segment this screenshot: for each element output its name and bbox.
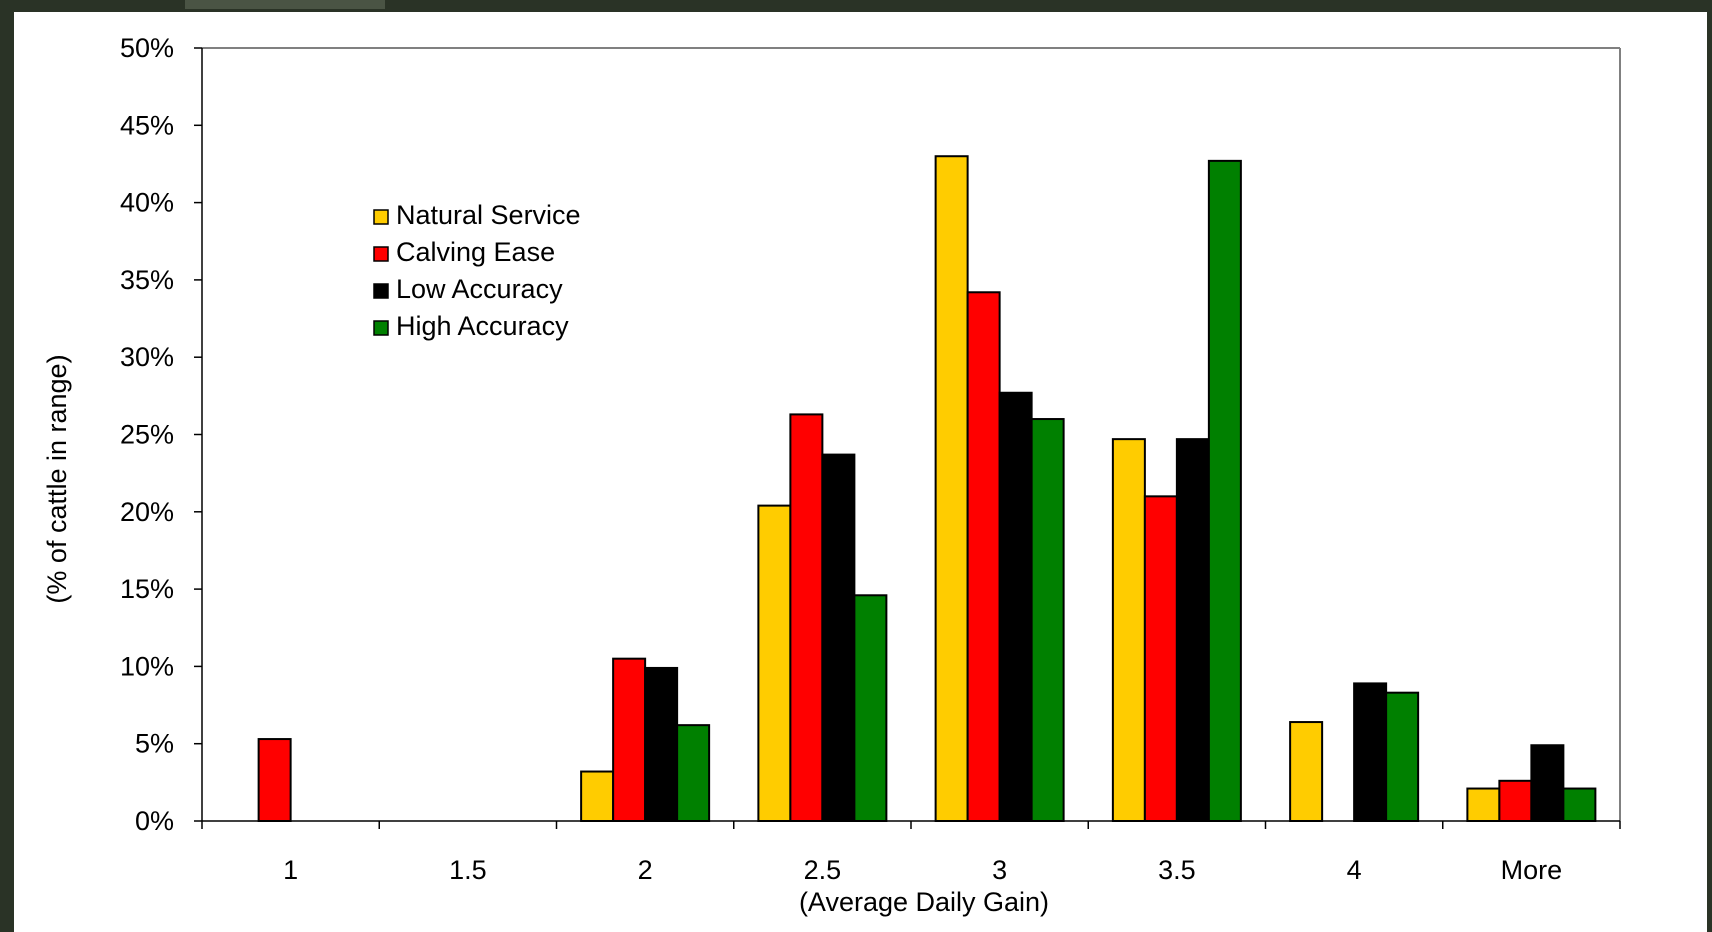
labels-layer: 0% 5% 10% 15% 20% 25% 30% 35% 40% 45% 50% 1 1.5 2 2.5 3… <box>120 33 1562 885</box>
bar <box>1530 744 1565 822</box>
bar <box>1385 691 1420 822</box>
bar <box>1466 787 1501 822</box>
x-axis-title: (Average Daily Gain) <box>799 887 1049 917</box>
x-tick-label: 3.5 <box>1158 855 1196 885</box>
y-tick-label: 50% <box>120 33 174 63</box>
x-tick-label: 1 <box>283 855 298 885</box>
bar <box>1289 721 1324 823</box>
legend-swatch <box>373 320 389 336</box>
legend-swatch <box>373 209 389 225</box>
y-tick-label: 5% <box>135 729 174 759</box>
y-tick-label: 45% <box>120 110 174 140</box>
bar <box>1353 682 1388 822</box>
x-tick-label: 2.5 <box>804 855 842 885</box>
bar <box>257 738 292 823</box>
bar <box>853 594 888 822</box>
bar <box>676 724 711 823</box>
bar <box>644 666 679 822</box>
bar <box>966 291 1001 822</box>
bar <box>1175 438 1210 822</box>
y-tick-label: 35% <box>120 265 174 295</box>
legend-swatch <box>373 246 389 262</box>
legend: Natural Service Calving Ease Low Accuracy H… <box>373 200 581 341</box>
x-tick-label: 2 <box>638 855 653 885</box>
bar <box>612 657 647 822</box>
y-axis-title: (% of cattle in range) <box>42 354 72 603</box>
legend-label: Calving Ease <box>396 237 555 267</box>
bar <box>1562 787 1597 822</box>
y-tick-label: 20% <box>120 497 174 527</box>
y-tick-label: 30% <box>120 342 174 372</box>
y-tick-label: 0% <box>135 806 174 836</box>
bar <box>1030 418 1065 822</box>
bar <box>1498 779 1533 823</box>
bar <box>1111 438 1146 822</box>
y-tick-label: 10% <box>120 651 174 681</box>
bar <box>580 770 615 823</box>
bar <box>821 453 856 822</box>
y-tick-label: 40% <box>120 188 174 218</box>
bar <box>934 155 969 823</box>
legend-label: Low Accuracy <box>396 274 563 304</box>
legend-label: High Accuracy <box>396 311 569 341</box>
bars-layer <box>257 155 1597 823</box>
top-strip <box>185 0 385 9</box>
y-tick-label: 15% <box>120 574 174 604</box>
bar <box>998 391 1033 822</box>
legend-swatch <box>373 283 389 299</box>
bar <box>789 413 824 822</box>
legend-label: Natural Service <box>396 200 581 230</box>
bar <box>1207 159 1242 823</box>
x-tick-label: More <box>1501 855 1563 885</box>
y-tick-label: 25% <box>120 420 174 450</box>
bar <box>1143 495 1178 822</box>
x-tick-label: 1.5 <box>449 855 487 885</box>
x-tick-label: 4 <box>1347 855 1362 885</box>
x-tick-label: 3 <box>992 855 1007 885</box>
bar <box>757 504 792 822</box>
